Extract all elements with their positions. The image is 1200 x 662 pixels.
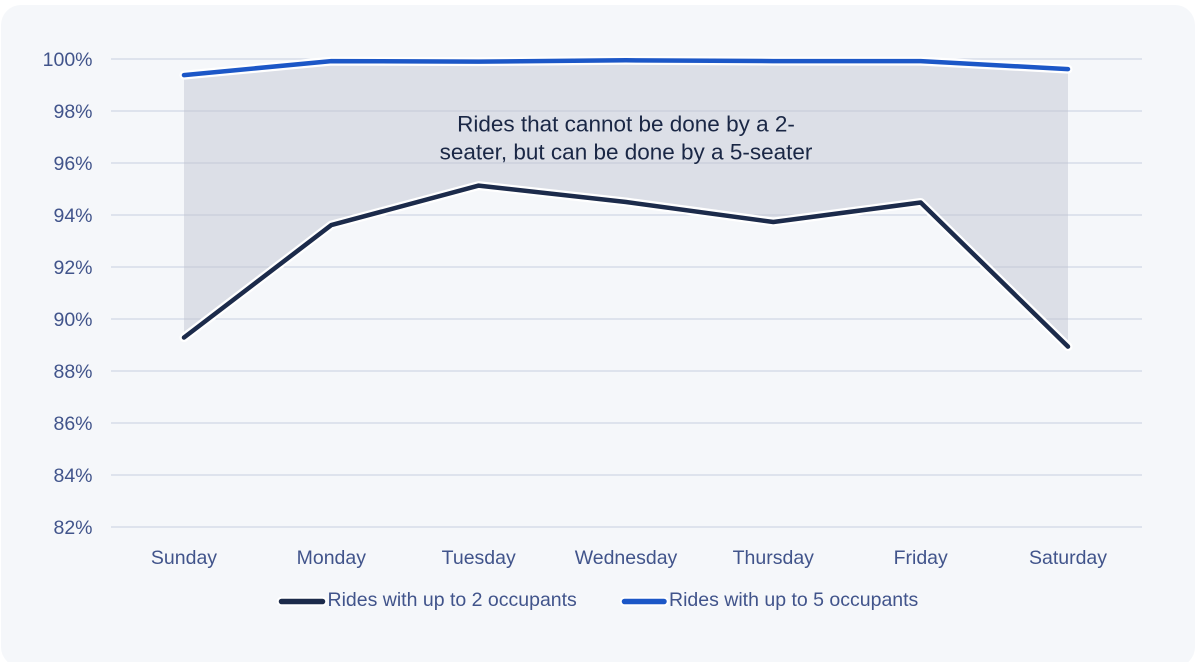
- svg-text:Rides that cannot be done by a: Rides that cannot be done by a 2-: [457, 112, 795, 137]
- svg-text:86%: 86%: [53, 413, 92, 435]
- svg-text:98%: 98%: [53, 101, 92, 123]
- svg-text:Rides with up to 5 occupants: Rides with up to 5 occupants: [669, 589, 919, 611]
- svg-text:Friday: Friday: [894, 547, 948, 569]
- svg-text:94%: 94%: [53, 205, 92, 227]
- svg-text:84%: 84%: [53, 465, 92, 487]
- svg-text:90%: 90%: [53, 309, 92, 331]
- svg-text:82%: 82%: [53, 517, 92, 539]
- svg-text:92%: 92%: [53, 257, 92, 279]
- svg-text:100%: 100%: [43, 49, 93, 71]
- svg-text:88%: 88%: [53, 361, 92, 383]
- svg-text:Tuesday: Tuesday: [442, 547, 516, 569]
- svg-text:Monday: Monday: [297, 547, 367, 569]
- svg-text:96%: 96%: [53, 153, 92, 175]
- svg-text:seater, but can be done by a 5: seater, but can be done by a 5-seater: [440, 140, 813, 165]
- svg-text:Saturday: Saturday: [1029, 547, 1107, 569]
- svg-text:Sunday: Sunday: [151, 547, 217, 569]
- svg-text:Rides with up to 2 occupants: Rides with up to 2 occupants: [328, 589, 578, 611]
- svg-text:Wednesday: Wednesday: [575, 547, 678, 569]
- svg-text:Thursday: Thursday: [733, 547, 815, 569]
